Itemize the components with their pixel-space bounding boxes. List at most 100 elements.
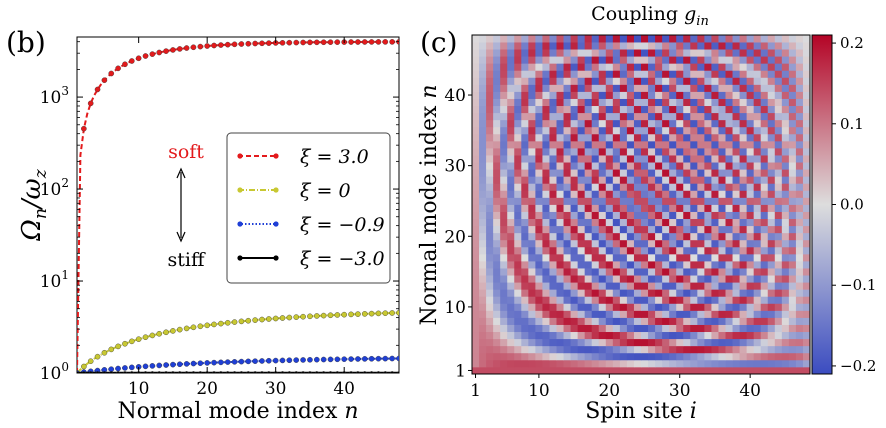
series-point	[287, 371, 292, 373]
heatmap-cell	[781, 77, 790, 85]
heatmap-cell	[760, 176, 769, 184]
heatmap-cell	[683, 112, 691, 121]
heatmap-cell	[605, 282, 614, 290]
heatmap-cell	[662, 324, 670, 333]
heatmap-cell	[711, 275, 719, 283]
heatmap-cell	[542, 296, 550, 304]
heatmap-cell	[535, 303, 543, 311]
heatmap-cell	[563, 345, 571, 354]
heatmap-cell	[788, 133, 797, 142]
heatmap-cell	[704, 317, 712, 325]
series-point	[218, 320, 224, 327]
heatmap-cell	[486, 345, 494, 354]
heatmap-cell	[507, 289, 515, 297]
stiff-annotation: stiff	[168, 249, 206, 271]
heatmap-cell	[669, 84, 677, 92]
series-point	[382, 310, 389, 316]
heatmap-cell	[718, 275, 726, 283]
heatmap-cell	[619, 282, 628, 290]
heatmap-cell	[591, 105, 600, 114]
heatmap-cell	[563, 232, 571, 241]
heatmap-cell	[486, 338, 494, 347]
heatmap-cell	[704, 176, 712, 184]
heatmap-cell	[774, 324, 783, 333]
heatmap-cell	[662, 98, 670, 107]
heatmap-cell	[535, 218, 543, 227]
heatmap-cell	[549, 70, 557, 78]
heatmap-cell	[486, 126, 494, 135]
heatmap-cell	[802, 359, 811, 368]
heatmap-cell	[570, 197, 579, 205]
heatmap-cell	[655, 296, 663, 304]
heatmap-cell	[662, 197, 670, 205]
heatmap-cell	[704, 296, 712, 304]
heatmap-cell	[605, 70, 614, 78]
series-point	[231, 319, 238, 325]
heatmap-cell	[535, 282, 543, 290]
heatmap-cell	[591, 296, 600, 304]
heatmap-cell	[507, 345, 515, 354]
heatmap-cell	[704, 345, 712, 354]
series-point	[211, 359, 217, 366]
heatmap-cell	[802, 70, 811, 78]
heatmap-cell	[662, 84, 670, 92]
heatmap-cell	[584, 133, 593, 142]
heatmap-cell	[535, 225, 543, 234]
heatmap-cell	[605, 268, 614, 276]
heatmap-cell	[486, 261, 494, 269]
heatmap-cell	[472, 345, 480, 354]
heatmap-cell	[612, 275, 621, 283]
heatmap-cell	[697, 324, 705, 333]
heatmap-cell	[570, 105, 579, 114]
heatmap-cell	[556, 56, 564, 64]
heatmap-cell	[732, 126, 740, 135]
heatmap-cell	[626, 84, 635, 92]
heatmap-cell	[584, 253, 593, 262]
heatmap-cell	[577, 190, 586, 198]
heatmap-cell	[788, 162, 797, 170]
heatmap-cell	[641, 119, 649, 128]
heatmap-cell	[774, 176, 783, 184]
heatmap-cell	[739, 204, 748, 212]
heatmap-cell	[542, 162, 550, 170]
heatmap-cell	[570, 261, 579, 269]
heatmap-cell	[697, 56, 705, 64]
heatmap-cell	[549, 275, 557, 283]
heatmap-cell	[619, 317, 628, 325]
heatmap-cell	[704, 204, 712, 212]
b-xtick-label: 30	[265, 379, 287, 399]
heatmap-cell	[767, 91, 776, 99]
heatmap-cell	[732, 155, 740, 163]
heatmap-cell	[655, 268, 663, 276]
heatmap-cell	[472, 225, 480, 234]
heatmap-cell	[570, 155, 579, 163]
heatmap-cell	[669, 133, 677, 142]
heatmap-cell	[514, 176, 522, 184]
heatmap-cell	[655, 303, 663, 311]
heatmap-cell	[556, 268, 564, 276]
heatmap-cell	[493, 289, 501, 297]
heatmap-cell	[690, 275, 698, 283]
colorbar-tick-label: 0.1	[840, 115, 864, 133]
heatmap-cell	[598, 317, 607, 325]
heatmap-cell	[500, 253, 508, 262]
heatmap-cell	[746, 63, 755, 71]
heatmap-cell	[788, 261, 797, 269]
heatmap-cell	[648, 232, 656, 241]
heatmap-cell	[542, 126, 550, 135]
heatmap-cell	[605, 261, 614, 269]
heatmap-cell	[683, 239, 691, 248]
heatmap-cell	[648, 282, 656, 290]
heatmap-cell	[711, 310, 719, 318]
series-point	[177, 371, 182, 373]
heatmap-cell	[739, 84, 748, 92]
heatmap-cell	[718, 352, 726, 361]
heatmap-cell	[563, 119, 571, 128]
heatmap-cell	[788, 155, 797, 163]
heatmap-cell	[739, 359, 748, 368]
heatmap-cell	[704, 140, 712, 149]
heatmap-cell	[739, 105, 748, 114]
colorbar-tick-label: 0.0	[840, 196, 864, 214]
heatmap-cell	[521, 190, 529, 198]
heatmap-cell	[774, 77, 783, 85]
